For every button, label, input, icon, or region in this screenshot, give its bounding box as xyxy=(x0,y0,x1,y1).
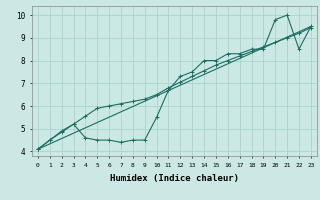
X-axis label: Humidex (Indice chaleur): Humidex (Indice chaleur) xyxy=(110,174,239,183)
